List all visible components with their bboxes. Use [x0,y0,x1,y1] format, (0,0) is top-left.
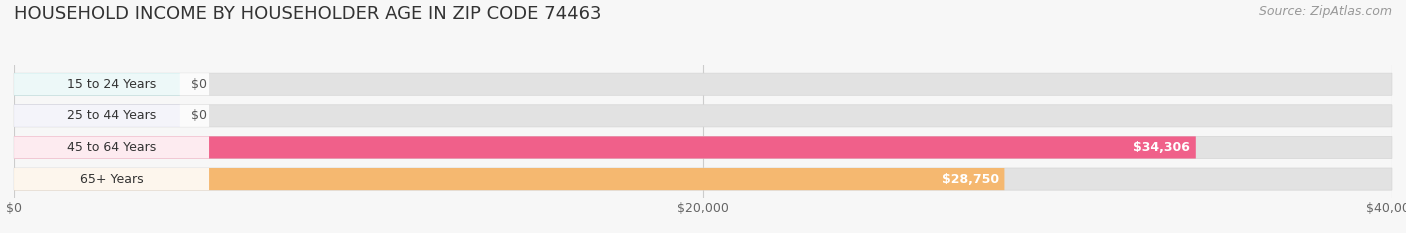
FancyBboxPatch shape [14,168,209,190]
Text: Source: ZipAtlas.com: Source: ZipAtlas.com [1258,5,1392,18]
Text: 45 to 64 Years: 45 to 64 Years [67,141,156,154]
Text: HOUSEHOLD INCOME BY HOUSEHOLDER AGE IN ZIP CODE 74463: HOUSEHOLD INCOME BY HOUSEHOLDER AGE IN Z… [14,5,602,23]
FancyBboxPatch shape [14,136,1392,158]
FancyBboxPatch shape [14,136,1195,158]
Text: $28,750: $28,750 [942,173,998,185]
Text: $0: $0 [191,109,207,122]
Text: $0: $0 [191,78,207,91]
FancyBboxPatch shape [14,105,180,127]
FancyBboxPatch shape [14,73,1392,95]
FancyBboxPatch shape [14,105,209,127]
FancyBboxPatch shape [14,168,1004,190]
Text: 25 to 44 Years: 25 to 44 Years [67,109,156,122]
FancyBboxPatch shape [14,136,209,158]
Text: $34,306: $34,306 [1133,141,1191,154]
Text: 65+ Years: 65+ Years [80,173,143,185]
FancyBboxPatch shape [14,73,209,95]
Text: 15 to 24 Years: 15 to 24 Years [67,78,156,91]
FancyBboxPatch shape [14,105,1392,127]
FancyBboxPatch shape [14,168,1392,190]
FancyBboxPatch shape [14,73,180,95]
